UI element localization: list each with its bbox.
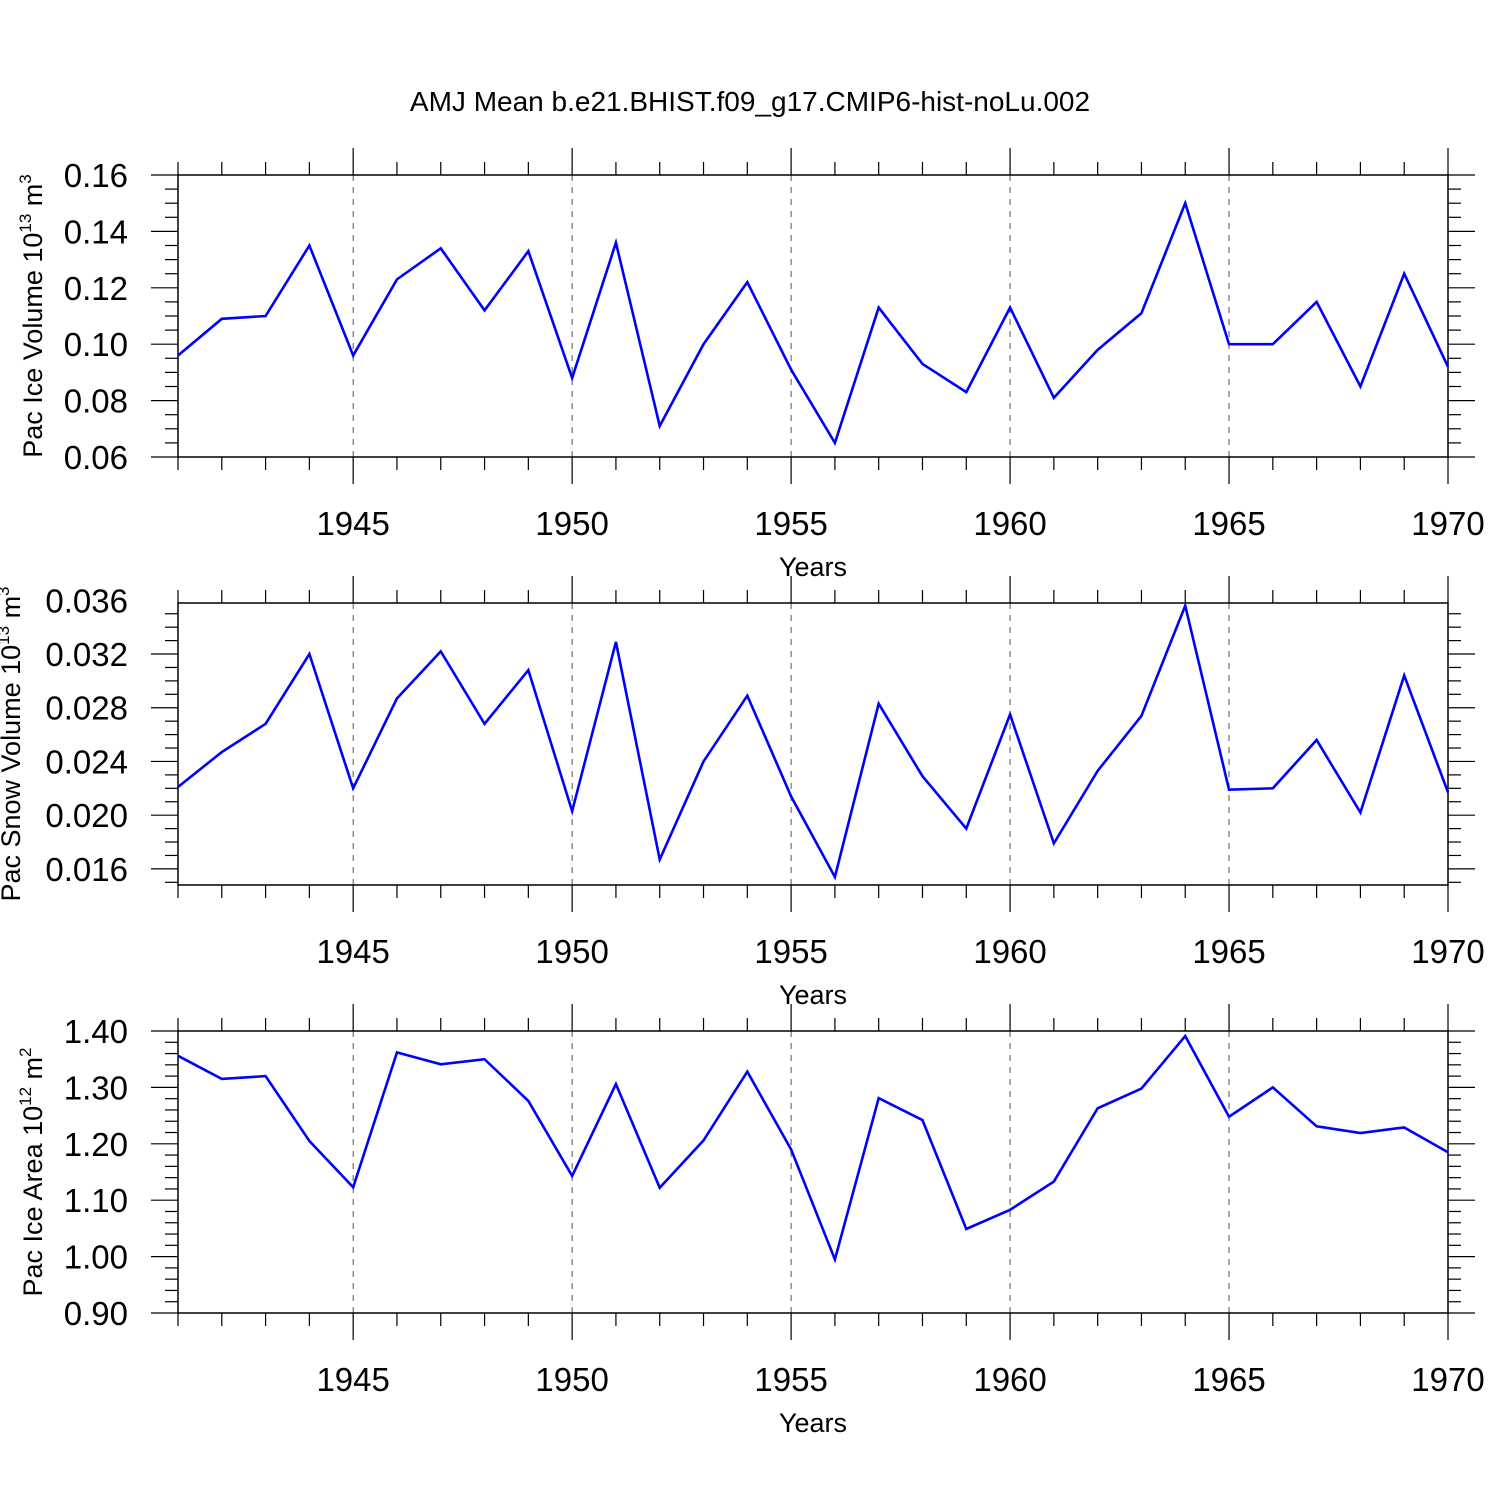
y-axis-title: Pac Ice Area 1012 m2 <box>16 1047 48 1296</box>
x-tick-label: 1960 <box>973 933 1046 970</box>
y-tick-label: 0.016 <box>45 851 128 888</box>
x-axis-title: Years <box>779 1408 847 1438</box>
y-tick-label: 0.10 <box>64 326 128 363</box>
y-axis-title: Pac Ice Volume 1013 m3 <box>16 174 48 458</box>
x-tick-label: 1955 <box>754 933 827 970</box>
x-tick-label: 1950 <box>535 933 608 970</box>
y-axis-title-superscript: 3 <box>0 586 13 595</box>
y-axis-title-superscript: 3 <box>16 174 35 183</box>
y-axis-title: Pac Snow Volume 1013 m3 <box>0 586 26 901</box>
y-axis-title-part: m <box>18 184 48 214</box>
y-axis-title-superscript: 2 <box>16 1047 35 1056</box>
x-tick-label: 1965 <box>1192 933 1265 970</box>
x-tick-label: 1950 <box>535 1361 608 1398</box>
y-axis-title-part: m <box>18 1057 48 1087</box>
y-axis-title-superscript: 12 <box>16 1087 35 1106</box>
y-axis-title-superscript: 13 <box>16 214 35 233</box>
plot-frame <box>177 602 1449 886</box>
x-tick-label: 1955 <box>754 505 827 542</box>
panel-1: 0.06 0.08 0.10 0.12 0.14 0.16 1945 1950 1955 1960… <box>16 148 1485 582</box>
y-axis-title-superscript: 13 <box>0 626 13 645</box>
x-tick-label: 1960 <box>973 505 1046 542</box>
series-line <box>177 199 1450 447</box>
x-tick-label: 1945 <box>316 933 389 970</box>
x-tick-label: 1950 <box>535 505 608 542</box>
panel-3: 0.90 1.00 1.10 1.20 1.30 1.40 1945 1950 1955 1960… <box>16 1004 1485 1438</box>
y-axis-title-part: Pac Snow Volume 10 <box>0 645 26 902</box>
series-line <box>177 1033 1449 1264</box>
chart-title: AMJ Mean b.e21.BHIST.f09_g17.CMIP6-hist-… <box>410 86 1090 117</box>
y-tick-label: 0.14 <box>64 213 128 250</box>
y-tick-label: 0.16 <box>64 157 128 194</box>
plot-frame <box>177 1030 1449 1314</box>
y-tick-label: 0.08 <box>64 383 128 420</box>
x-tick-label: 1970 <box>1411 1361 1484 1398</box>
y-tick-label: 1.10 <box>64 1182 128 1219</box>
y-tick-label: 0.06 <box>64 439 128 476</box>
y-tick-label: 1.30 <box>64 1069 128 1106</box>
y-tick-label: 0.024 <box>45 743 128 780</box>
x-tick-label: 1965 <box>1192 505 1265 542</box>
plot-frame <box>177 174 1449 458</box>
series-line <box>177 601 1450 881</box>
x-tick-label: 1945 <box>316 505 389 542</box>
y-axis-title-part: Pac Ice Area 10 <box>18 1106 48 1297</box>
panels: 0.06 0.08 0.10 0.12 0.14 0.16 1945 1950 1955 1960… <box>0 148 1485 1438</box>
y-tick-label: 0.020 <box>45 797 128 834</box>
y-tick-label: 0.032 <box>45 636 128 673</box>
x-tick-label: 1965 <box>1192 1361 1265 1398</box>
x-axis-title: Years <box>779 980 847 1010</box>
x-tick-label: 1970 <box>1411 505 1484 542</box>
x-tick-label: 1955 <box>754 1361 827 1398</box>
y-tick-label: 0.028 <box>45 690 128 727</box>
panel-2: 0.016 0.020 0.024 0.028 0.032 0.036 1945 1950 19… <box>0 576 1485 1010</box>
x-tick-label: 1960 <box>973 1361 1046 1398</box>
y-axis-title-part: Pac Ice Volume 10 <box>18 233 48 458</box>
x-tick-label: 1945 <box>316 1361 389 1398</box>
y-tick-label: 0.036 <box>45 582 128 619</box>
y-tick-label: 1.20 <box>64 1126 128 1163</box>
y-axis-title-part: m <box>0 596 26 626</box>
y-tick-label: 0.12 <box>64 270 128 307</box>
x-tick-label: 1970 <box>1411 933 1484 970</box>
y-tick-label: 0.90 <box>64 1295 128 1332</box>
y-tick-label: 1.00 <box>64 1239 128 1276</box>
x-axis-title: Years <box>779 552 847 582</box>
y-tick-label: 1.40 <box>64 1013 128 1050</box>
